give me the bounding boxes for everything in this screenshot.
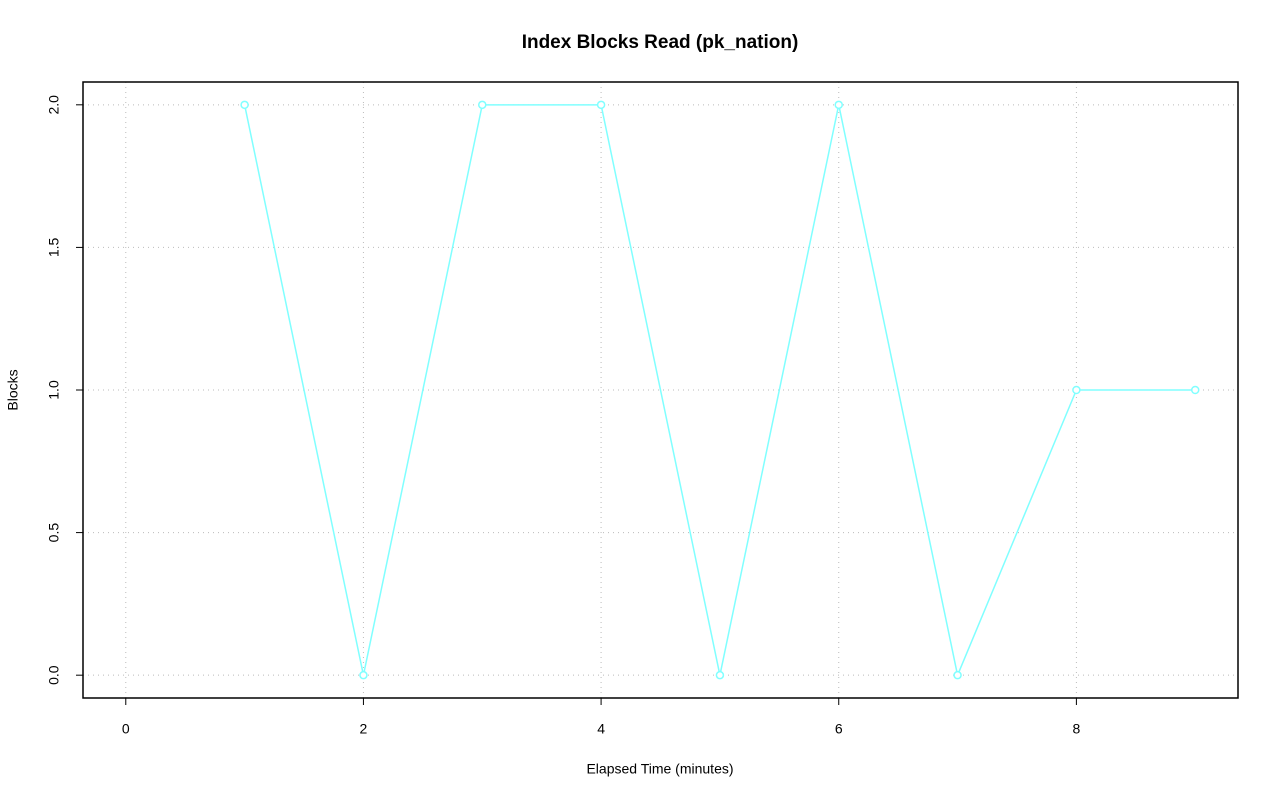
x-tick-label: 8 bbox=[1072, 721, 1080, 737]
data-point bbox=[715, 670, 725, 680]
data-point bbox=[1190, 385, 1200, 395]
y-axis-label: Blocks bbox=[5, 369, 21, 410]
data-point bbox=[359, 670, 368, 680]
plot-frame bbox=[82, 81, 1239, 699]
data-point bbox=[834, 100, 843, 110]
y-tick-label: 0.0 bbox=[46, 665, 62, 685]
data-point bbox=[478, 100, 487, 110]
y-tick-label: 1.0 bbox=[46, 380, 62, 400]
data-line bbox=[243, 104, 1196, 678]
y-tick-label: 2.0 bbox=[46, 95, 62, 115]
x-tick-label: 4 bbox=[597, 721, 605, 737]
data-point bbox=[240, 100, 249, 110]
x-tick-label: 2 bbox=[360, 721, 368, 737]
y-tick-label: 0.5 bbox=[46, 523, 62, 543]
x-tick-label: 0 bbox=[122, 721, 130, 737]
data-point bbox=[953, 670, 962, 680]
data-point bbox=[596, 100, 606, 110]
y-tick-label: 1.5 bbox=[46, 237, 62, 257]
data-point bbox=[1072, 385, 1081, 395]
x-tick-label: 6 bbox=[835, 721, 843, 737]
chart-title: Index Blocks Read (pk_nation) bbox=[522, 32, 799, 53]
x-axis-label: Elapsed Time (minutes) bbox=[586, 761, 733, 777]
